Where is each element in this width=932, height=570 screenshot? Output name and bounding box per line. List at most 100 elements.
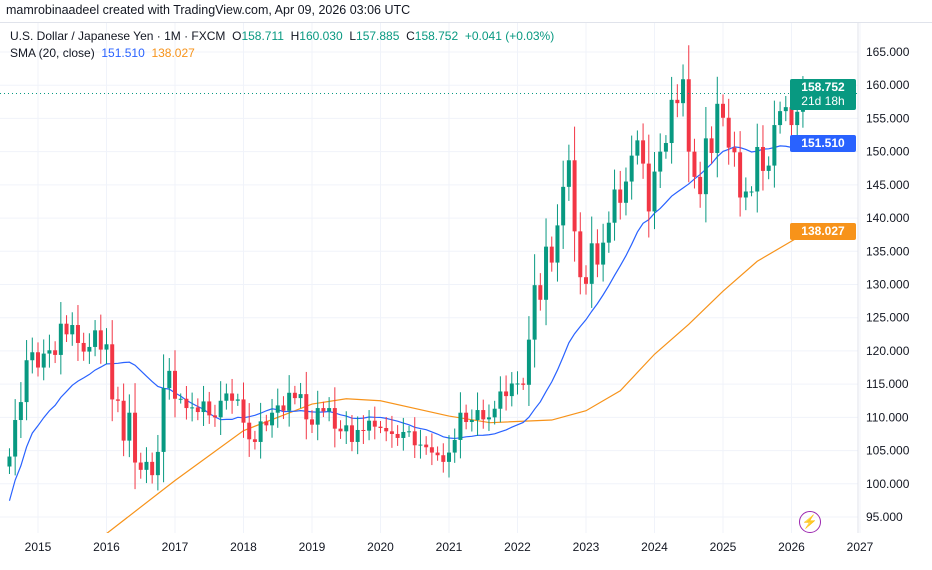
sma2-badge: 138.027 [790,223,856,240]
candle-body [41,353,46,368]
x-tick-label: 2020 [367,540,394,554]
high-value: 160.030 [299,29,343,43]
plot-area [7,45,811,533]
candle-body [64,323,69,335]
sma2-line [106,230,809,533]
candle-body [486,417,491,420]
candle-body [618,189,623,203]
candle-body [207,401,212,416]
candle-body [418,444,423,446]
candle-body [133,412,138,463]
open-value: 158.711 [241,29,284,43]
candle-body [789,107,794,126]
candle-body [743,191,748,198]
candle-body [475,410,480,421]
candle-body [372,420,377,427]
candle-body [658,151,663,172]
candle-body [755,146,760,192]
sma-label[interactable]: SMA (20, close) [10,46,95,60]
y-tick-label: 165.000 [866,45,910,59]
candle-body [566,160,571,187]
candle-body [161,388,166,452]
candle-body [93,330,98,347]
candle-body [115,399,120,401]
low-value: 157.885 [356,29,400,43]
candle-body [349,425,354,442]
candle-body [555,225,560,263]
open-label: O [232,29,242,43]
candle-body [138,462,143,470]
low-label: L [349,29,357,43]
candle-body [412,431,417,446]
candle-body [646,163,651,212]
candle-body [190,407,195,409]
candle-body [732,147,737,153]
candle-body [629,155,634,182]
y-tick-label: 145.000 [866,178,910,192]
candle-body [235,399,240,401]
candle-body [686,79,691,152]
candle-body [247,422,252,440]
candle-body [24,360,29,403]
candle-body [58,323,63,355]
x-tick-label: 2024 [641,540,668,554]
x-tick-label: 2025 [710,540,737,554]
candle-body [532,285,537,340]
candle-body [715,103,720,153]
lightning-icon[interactable]: ⚡ [799,511,821,533]
sma-row: SMA (20, close) 151.510 138.027 [10,45,554,62]
candle-body [721,103,725,118]
candle-body [230,393,235,401]
candle-body [429,447,434,453]
candle-body [121,400,126,441]
candle-body [87,346,92,352]
candle-body [435,452,440,456]
close-value: 158.752 [414,29,459,43]
candle-body [492,408,497,418]
candle-body [464,412,469,423]
chart-legend: U.S. Dollar / Japanese Yen · 1M · FXCM O… [10,28,554,62]
candle-body [275,405,280,413]
candle-body [641,140,646,164]
candle-body [201,401,206,413]
candle-body [344,425,349,432]
candle-body [144,461,149,470]
candle-body [127,412,132,441]
candle-body [298,394,303,399]
bar-countdown: 21d 18h [801,94,845,108]
candle-body [338,428,343,432]
candle-body [538,285,543,300]
y-tick-label: 135.000 [866,244,910,258]
symbol-title[interactable]: U.S. Dollar / Japanese Yen · 1M · FXCM [10,29,226,43]
x-tick-label: 2019 [299,540,326,554]
candle-body [584,277,588,284]
candle-body [7,456,12,467]
x-tick-label: 2018 [230,540,257,554]
candle-body [458,412,463,440]
candle-body [13,420,18,457]
candle-body [167,370,172,389]
candle-body [698,176,703,195]
candle-body [155,451,160,476]
candle-body [778,111,783,126]
candle-body [401,431,406,438]
candle-body [595,243,600,265]
change-value: +0.041 (+0.03%) [464,29,555,43]
x-tick-label: 2015 [25,540,52,554]
candle-body [692,151,697,177]
candle-body [669,99,674,144]
candle-body [184,398,189,409]
candle-body [30,352,35,361]
candle-body [292,392,297,399]
chart-frame[interactable] [0,22,932,570]
candle-body [281,405,286,411]
candle-body [749,191,754,193]
candle-body [498,391,503,409]
candle-body [795,111,800,126]
y-tick-label: 150.000 [866,145,910,159]
x-tick-label: 2017 [162,540,189,554]
candle-body [212,415,217,418]
candle-body [224,393,229,401]
y-tick-label: 155.000 [866,111,910,125]
